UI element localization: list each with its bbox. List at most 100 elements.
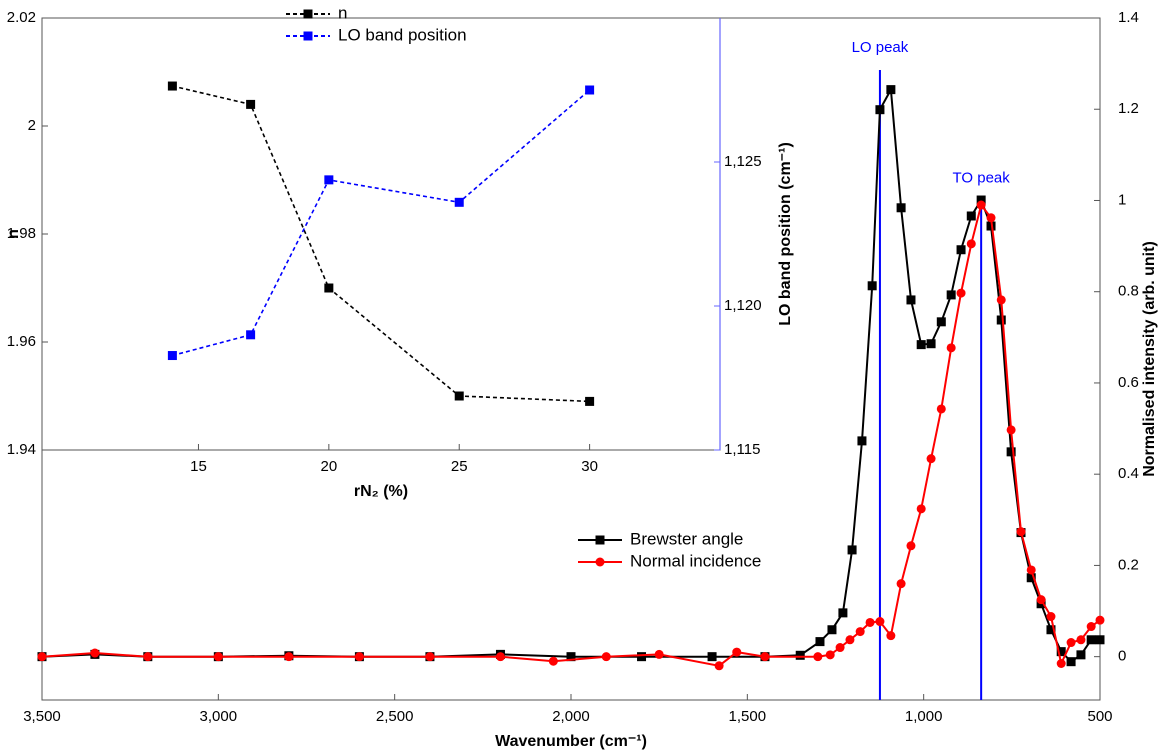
x-tick-label: 2,500: [376, 708, 414, 725]
marker: [454, 197, 464, 207]
marker: [845, 635, 855, 645]
marker: [354, 652, 364, 662]
marker: [865, 617, 875, 627]
marker: [1086, 622, 1096, 632]
marker: [906, 541, 916, 551]
marker: [213, 652, 223, 662]
marker: [1016, 527, 1026, 537]
marker: [1056, 647, 1066, 657]
marker: [966, 239, 976, 249]
marker: [1006, 425, 1016, 435]
marker: [926, 454, 936, 464]
marker: [946, 343, 956, 353]
marker: [1076, 650, 1086, 660]
x-tick-label: 25: [451, 458, 468, 475]
x-axis-label: rN₂ (%): [354, 483, 408, 500]
y-tick-label: 2: [28, 117, 36, 134]
marker: [1095, 635, 1105, 645]
marker: [707, 652, 717, 662]
legend-label: Normal incidence: [630, 551, 761, 570]
y2-tick-label: 1,125: [724, 153, 762, 170]
marker: [886, 85, 896, 95]
y-tick-label: 0: [1118, 648, 1126, 665]
marker: [585, 396, 595, 406]
marker: [143, 652, 153, 662]
x-tick-label: 15: [190, 458, 207, 475]
marker: [454, 391, 464, 401]
marker: [976, 200, 986, 210]
marker: [246, 99, 256, 109]
marker: [1026, 565, 1036, 575]
marker: [1086, 635, 1096, 645]
legend-label: LO band position: [338, 25, 467, 44]
marker: [324, 283, 334, 293]
y-tick-label: 1.4: [1118, 9, 1139, 26]
marker: [936, 317, 946, 327]
marker: [167, 81, 177, 91]
y2-axis-label: LO band position (cm⁻¹): [777, 142, 794, 326]
y-tick-label: 1.94: [7, 441, 36, 458]
legend-label: n: [338, 3, 347, 22]
marker: [732, 647, 742, 657]
marker: [813, 652, 823, 662]
marker: [90, 648, 100, 658]
marker: [284, 652, 294, 662]
x-axis-label: Wavenumber (cm⁻¹): [495, 733, 647, 750]
marker: [875, 617, 885, 627]
marker: [815, 637, 825, 647]
marker: [1036, 595, 1046, 605]
y-tick-label: 1: [1118, 191, 1126, 208]
x-tick-label: 30: [581, 458, 598, 475]
legend-marker: [595, 535, 605, 545]
x-tick-label: 3,500: [23, 708, 61, 725]
marker: [936, 404, 946, 414]
x-tick-label: 500: [1087, 708, 1112, 725]
y-axis-label: Normalised intensity (arb. unit): [1141, 241, 1158, 477]
marker: [566, 652, 576, 662]
marker: [548, 656, 558, 666]
marker: [946, 290, 956, 300]
marker: [37, 652, 47, 662]
marker: [966, 211, 976, 221]
marker: [886, 631, 896, 641]
marker: [1056, 659, 1066, 669]
marker: [1006, 447, 1016, 457]
marker: [425, 652, 435, 662]
y-axis-label: n: [5, 229, 22, 239]
marker: [714, 661, 724, 671]
marker: [324, 175, 334, 185]
marker: [825, 650, 835, 660]
legend-marker: [595, 557, 605, 567]
marker: [1076, 635, 1086, 645]
marker: [926, 339, 936, 349]
marker: [857, 436, 867, 446]
marker: [986, 213, 996, 223]
y-tick-label: 0.8: [1118, 283, 1139, 300]
y-tick-label: 0.4: [1118, 465, 1139, 482]
legend-marker: [303, 9, 313, 19]
marker: [855, 627, 865, 637]
marker: [867, 281, 877, 291]
marker: [835, 643, 845, 653]
marker: [601, 652, 611, 662]
plot-frame: [41, 17, 721, 451]
marker: [875, 105, 885, 115]
marker: [1066, 638, 1076, 648]
x-tick-label: 1,500: [729, 708, 767, 725]
marker: [996, 315, 1006, 325]
x-tick-label: 2,000: [552, 708, 590, 725]
marker: [760, 652, 770, 662]
marker: [847, 545, 857, 555]
x-tick-label: 3,000: [200, 708, 238, 725]
marker: [795, 650, 805, 660]
y2-tick-label: 1,120: [724, 297, 762, 314]
marker: [827, 625, 837, 635]
y-tick-label: 1.2: [1118, 100, 1139, 117]
marker: [1046, 625, 1056, 635]
marker: [654, 649, 664, 659]
legend-marker: [303, 31, 313, 41]
marker: [896, 203, 906, 213]
marker: [495, 652, 505, 662]
